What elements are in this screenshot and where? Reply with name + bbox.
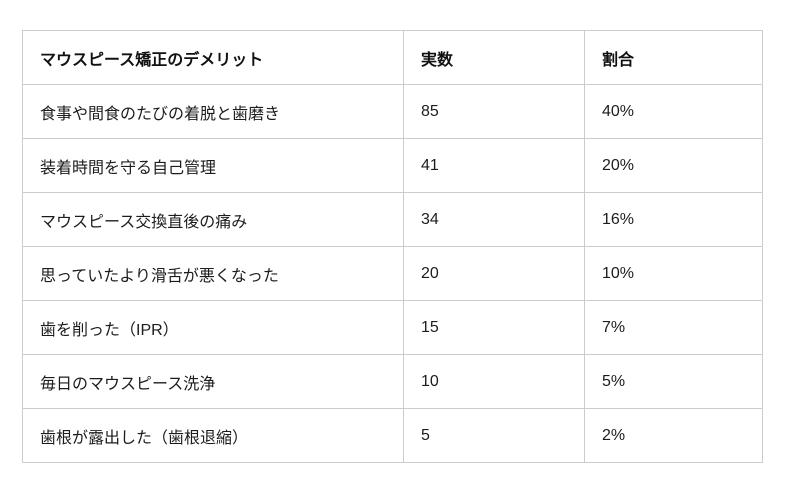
row-percentage: 10% (584, 246, 763, 301)
table-row: 歯を削った（IPR） 15 7% (22, 300, 763, 355)
row-count: 15 (403, 300, 585, 355)
mouthpiece-demerits-table: マウスピース矯正のデメリット 実数 割合 食事や間食のたびの着脱と歯磨き 85 … (22, 30, 763, 463)
row-percentage: 2% (584, 408, 763, 463)
row-percentage: 40% (584, 84, 763, 139)
row-label: 食事や間食のたびの着脱と歯磨き (22, 84, 404, 139)
table-header-row: マウスピース矯正のデメリット 実数 割合 (22, 30, 763, 85)
row-label: 歯を削った（IPR） (22, 300, 404, 355)
row-percentage: 5% (584, 354, 763, 409)
row-label: 歯根が露出した（歯根退縮） (22, 408, 404, 463)
column-header-percentage: 割合 (584, 30, 763, 85)
row-count: 20 (403, 246, 585, 301)
row-percentage: 20% (584, 138, 763, 193)
table-row: 思っていたより滑舌が悪くなった 20 10% (22, 246, 763, 301)
table-row: 歯根が露出した（歯根退縮） 5 2% (22, 408, 763, 463)
table-row: 毎日のマウスピース洗浄 10 5% (22, 354, 763, 409)
table-row: マウスピース交換直後の痛み 34 16% (22, 192, 763, 247)
row-count: 10 (403, 354, 585, 409)
column-header-demerit: マウスピース矯正のデメリット (22, 30, 404, 85)
row-label: 毎日のマウスピース洗浄 (22, 354, 404, 409)
row-percentage: 7% (584, 300, 763, 355)
row-count: 85 (403, 84, 585, 139)
row-count: 41 (403, 138, 585, 193)
row-label: 装着時間を守る自己管理 (22, 138, 404, 193)
row-percentage: 16% (584, 192, 763, 247)
row-label: マウスピース交換直後の痛み (22, 192, 404, 247)
row-count: 34 (403, 192, 585, 247)
table-row: 食事や間食のたびの着脱と歯磨き 85 40% (22, 84, 763, 139)
demerits-table-container: マウスピース矯正のデメリット 実数 割合 食事や間食のたびの着脱と歯磨き 85 … (22, 30, 763, 463)
table-row: 装着時間を守る自己管理 41 20% (22, 138, 763, 193)
row-label: 思っていたより滑舌が悪くなった (22, 246, 404, 301)
row-count: 5 (403, 408, 585, 463)
column-header-count: 実数 (403, 30, 585, 85)
